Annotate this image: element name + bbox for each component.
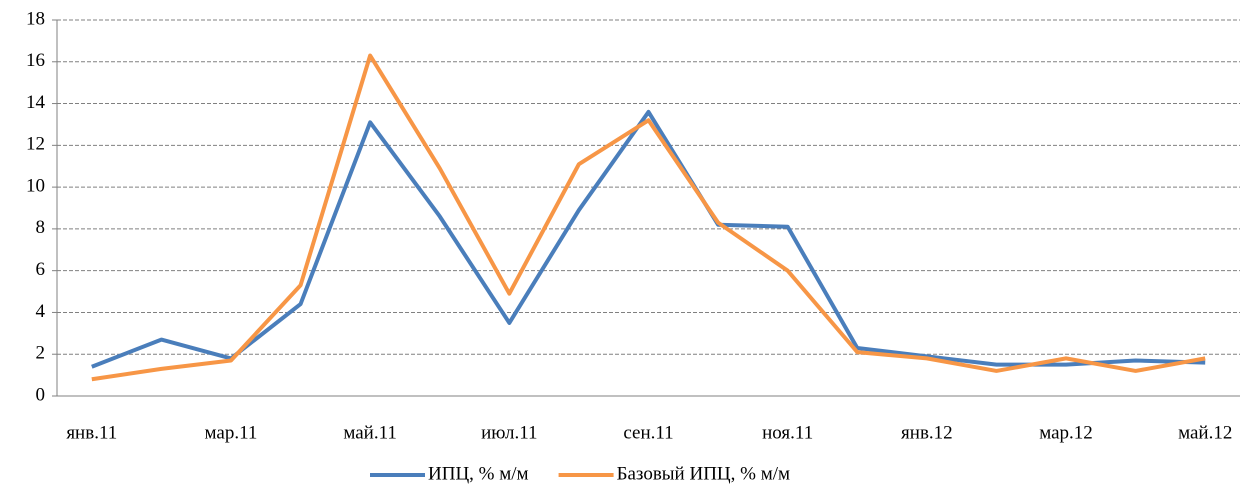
y-tick-label: 16 — [26, 50, 45, 71]
x-tick-label: ноя.11 — [762, 422, 813, 443]
legend-label: ИПЦ, % м/м — [428, 463, 529, 484]
y-tick-label: 2 — [36, 343, 46, 364]
x-tick-label: мар.12 — [1039, 422, 1093, 443]
series-line — [91, 109, 1206, 369]
y-tick-label: 8 — [36, 217, 46, 238]
x-tick-label: сен.11 — [623, 422, 673, 443]
y-tick-label: 12 — [26, 134, 45, 155]
y-tick-label: 0 — [36, 384, 46, 405]
x-tick-label: июл.11 — [481, 422, 537, 443]
y-tick-label: 18 — [26, 8, 45, 29]
y-tick-label: 14 — [26, 92, 46, 113]
x-tick-label: май.12 — [1178, 422, 1232, 443]
y-tick-label: 6 — [36, 259, 46, 280]
y-tick-label: 4 — [36, 301, 46, 322]
x-tick-label: май.11 — [343, 422, 397, 443]
y-tick-label: 10 — [26, 175, 45, 196]
series-line — [91, 53, 1206, 382]
x-tick-label: мар.11 — [205, 422, 258, 443]
legend-label: Базовый ИПЦ, % м/м — [617, 463, 790, 484]
x-tick-label: янв.12 — [901, 422, 953, 443]
x-tick-label: янв.11 — [66, 422, 117, 443]
